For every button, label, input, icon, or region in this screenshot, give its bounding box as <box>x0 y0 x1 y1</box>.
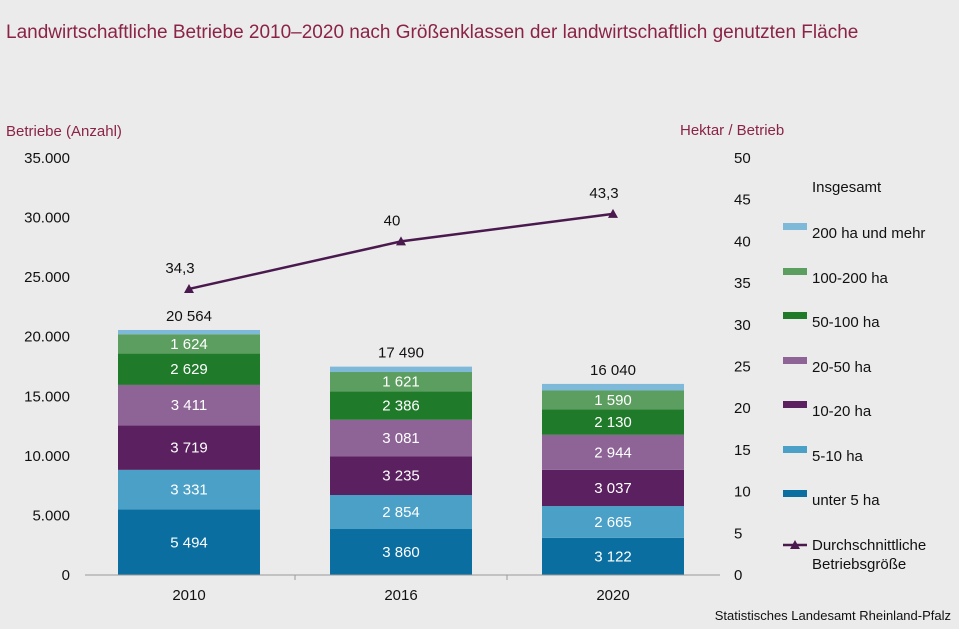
segment-value-label: 2 386 <box>382 398 420 415</box>
left-tick-label: 15.000 <box>24 388 70 405</box>
bar-segment <box>118 469 260 510</box>
bar-segment <box>542 434 684 470</box>
bar-segment <box>542 383 684 391</box>
legend-swatch <box>783 357 807 364</box>
legend-swatch <box>783 446 807 453</box>
right-tick-label: 40 <box>734 233 751 250</box>
legend-label: 10-20 ha <box>812 403 872 420</box>
bar-segment <box>542 469 684 507</box>
total-value-label: 20 564 <box>166 308 212 325</box>
legend-swatch <box>783 490 807 497</box>
average-size-marker <box>184 283 194 293</box>
bar-segment <box>542 390 684 410</box>
legend-label: 5-10 ha <box>812 448 864 465</box>
bar-segment <box>118 425 260 470</box>
right-tick-label: 45 <box>734 192 751 209</box>
bar-segment <box>118 353 260 385</box>
legend-swatch <box>783 223 807 230</box>
segment-value-label: 2 944 <box>594 444 632 461</box>
legend-swatch <box>783 401 807 408</box>
left-tick-label: 10.000 <box>24 448 70 465</box>
legend-label: 20-50 ha <box>812 359 872 376</box>
segment-value-label: 1 624 <box>170 336 208 353</box>
segment-value-label: 2 629 <box>170 361 208 378</box>
x-tick-label: 2016 <box>384 587 417 604</box>
x-tick-label: 2020 <box>596 587 629 604</box>
x-tick-label: 2010 <box>172 587 205 604</box>
segment-value-label: 3 411 <box>171 397 207 414</box>
bar-segment <box>330 456 472 496</box>
legend-line-label: Durchschnittliche <box>812 537 926 554</box>
right-tick-label: 50 <box>734 150 751 167</box>
legend-label: 200 ha und mehr <box>812 225 925 242</box>
legend-swatch <box>783 312 807 319</box>
left-tick-label: 20.000 <box>24 329 70 346</box>
bar-segment <box>330 495 472 530</box>
left-tick-label: 30.000 <box>24 210 70 227</box>
total-value-label: 16 040 <box>590 362 636 379</box>
legend-title: Insgesamt <box>812 179 882 196</box>
bar-segment <box>118 334 260 354</box>
segment-value-label: 3 081 <box>382 430 420 447</box>
left-tick-label: 25.000 <box>24 269 70 286</box>
bar-segment <box>330 372 472 392</box>
left-tick-label: 0 <box>62 567 70 584</box>
right-tick-label: 0 <box>734 567 742 584</box>
left-tick-label: 5.000 <box>32 507 70 524</box>
left-tick-label: 35.000 <box>24 150 70 167</box>
segment-value-label: 3 037 <box>594 480 632 497</box>
bar-segment <box>542 506 684 538</box>
average-size-label: 40 <box>384 212 401 229</box>
bar-segment <box>330 529 472 575</box>
segment-value-label: 2 854 <box>382 504 420 521</box>
chart-title: Landwirtschaftliche Betriebe 2010–2020 n… <box>6 22 859 43</box>
segment-value-label: 1 621 <box>382 374 420 391</box>
bar-segment <box>118 329 260 335</box>
legend-line-label: Betriebsgröße <box>812 556 906 573</box>
total-value-label: 17 490 <box>378 345 424 362</box>
segment-value-label: 3 122 <box>594 548 632 565</box>
right-tick-label: 10 <box>734 484 751 501</box>
legend-label: 100-200 ha <box>812 270 889 287</box>
bar-segment <box>118 509 260 575</box>
average-size-marker <box>608 208 618 218</box>
segment-value-label: 2 665 <box>594 514 632 531</box>
right-tick-label: 5 <box>734 525 742 542</box>
bar-segment <box>330 366 472 373</box>
right-tick-label: 20 <box>734 400 751 417</box>
right-tick-label: 15 <box>734 442 751 459</box>
legend-label: 50-100 ha <box>812 314 880 331</box>
right-tick-label: 35 <box>734 275 751 292</box>
right-tick-label: 30 <box>734 317 751 334</box>
title-band: Landwirtschaftliche Betriebe 2010–2020 n… <box>0 0 959 72</box>
segment-value-label: 1 590 <box>594 392 632 409</box>
bar-segment <box>330 391 472 420</box>
segment-value-label: 2 130 <box>594 414 632 431</box>
source-note: Statistisches Landesamt Rheinland-Pfalz <box>714 608 951 623</box>
bar-segment <box>118 384 260 426</box>
average-size-label: 34,3 <box>165 260 194 277</box>
left-axis-title: Betriebe (Anzahl) <box>6 123 122 140</box>
average-size-marker <box>396 236 406 246</box>
legend-line-marker <box>790 540 800 549</box>
segment-value-label: 3 719 <box>170 440 208 457</box>
right-axis-title: Hektar / Betrieb <box>680 122 784 139</box>
average-size-label: 43,3 <box>589 185 618 202</box>
bar-segment <box>330 419 472 457</box>
bar-segment <box>542 409 684 435</box>
segment-value-label: 3 235 <box>382 468 420 485</box>
bar-segment <box>542 537 684 575</box>
segment-value-label: 5 494 <box>170 534 208 551</box>
legend-label: unter 5 ha <box>812 492 880 509</box>
segment-value-label: 3 331 <box>170 482 208 499</box>
right-tick-label: 25 <box>734 359 751 376</box>
average-size-line <box>188 212 614 291</box>
legend-swatch <box>783 268 807 275</box>
segment-value-label: 3 860 <box>382 544 420 561</box>
